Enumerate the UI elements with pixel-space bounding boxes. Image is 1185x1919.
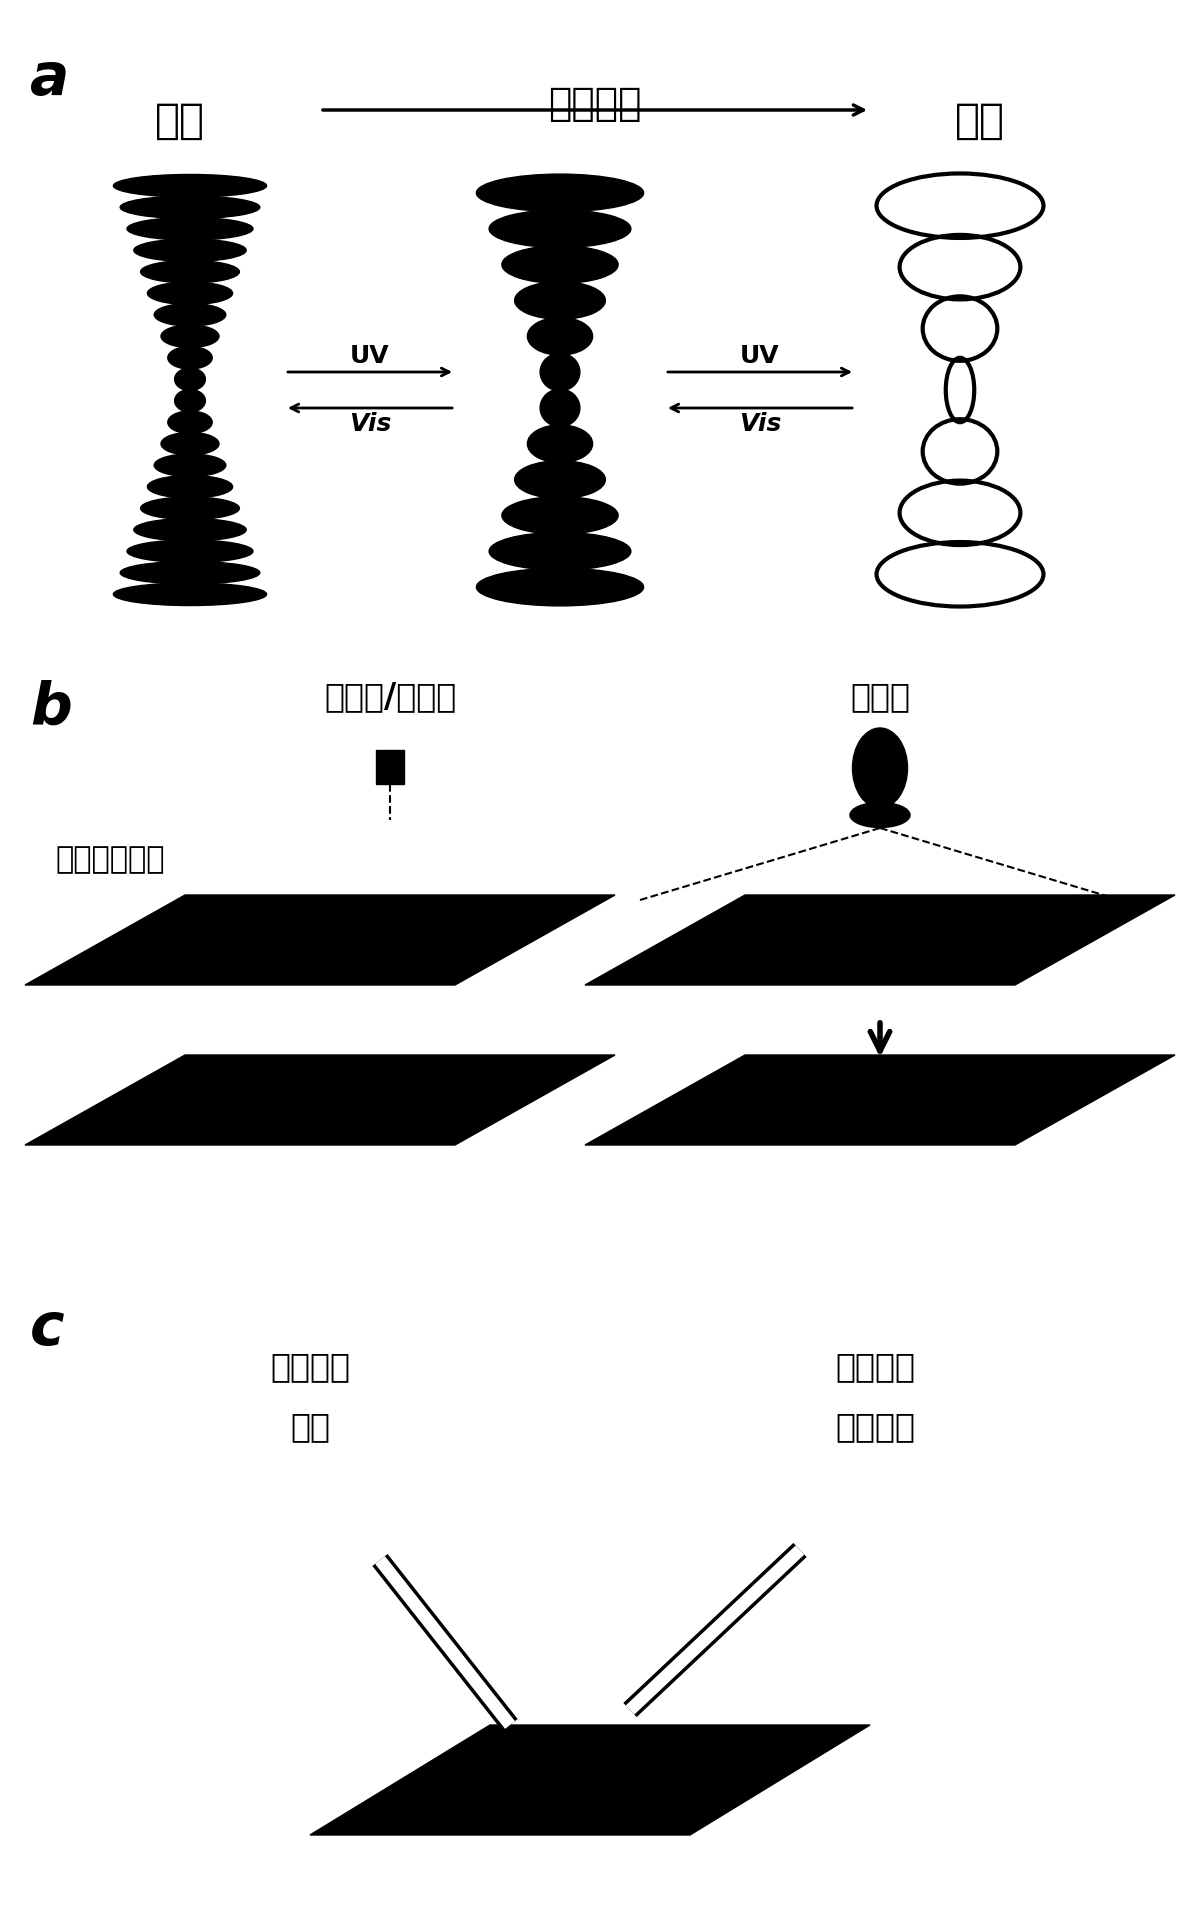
Text: 反射波段: 反射波段 <box>835 1410 915 1443</box>
Text: 输出信号: 输出信号 <box>835 1349 915 1384</box>
Ellipse shape <box>147 476 232 499</box>
Ellipse shape <box>161 432 219 455</box>
Text: 螺距增大: 螺距增大 <box>549 84 642 123</box>
Polygon shape <box>25 894 615 984</box>
Ellipse shape <box>514 461 606 499</box>
Text: 长波: 长波 <box>955 100 1005 142</box>
Ellipse shape <box>489 209 630 248</box>
Ellipse shape <box>114 583 267 606</box>
Ellipse shape <box>120 196 260 219</box>
Text: Vis: Vis <box>738 413 781 436</box>
Ellipse shape <box>540 353 579 391</box>
Ellipse shape <box>168 411 212 434</box>
Ellipse shape <box>154 455 226 476</box>
Polygon shape <box>310 1725 870 1835</box>
Text: a: a <box>30 50 70 107</box>
Ellipse shape <box>134 240 246 261</box>
Text: 光照: 光照 <box>290 1410 329 1443</box>
Ellipse shape <box>168 347 212 368</box>
Ellipse shape <box>161 324 219 347</box>
Text: UV: UV <box>741 344 780 368</box>
Ellipse shape <box>141 261 239 282</box>
Ellipse shape <box>476 568 643 606</box>
Ellipse shape <box>174 368 205 391</box>
Text: UV: UV <box>351 344 390 368</box>
Text: 紫外光/太阳光: 紫外光/太阳光 <box>324 679 456 714</box>
Ellipse shape <box>114 175 267 198</box>
Ellipse shape <box>527 317 592 355</box>
Ellipse shape <box>540 390 579 426</box>
Polygon shape <box>585 894 1176 984</box>
Text: c: c <box>30 1299 65 1357</box>
Ellipse shape <box>527 424 592 462</box>
Ellipse shape <box>127 217 254 240</box>
Ellipse shape <box>502 497 619 533</box>
Ellipse shape <box>852 727 908 808</box>
Ellipse shape <box>502 246 619 284</box>
Ellipse shape <box>134 518 246 541</box>
Text: 与背景色相同: 与背景色相同 <box>55 846 165 875</box>
Ellipse shape <box>850 802 910 827</box>
Text: 输入信号: 输入信号 <box>270 1349 350 1384</box>
Ellipse shape <box>174 390 205 413</box>
Text: b: b <box>30 679 72 737</box>
Ellipse shape <box>489 532 630 570</box>
Ellipse shape <box>514 282 606 319</box>
Ellipse shape <box>154 303 226 326</box>
Ellipse shape <box>476 175 643 211</box>
Bar <box>376 750 404 783</box>
Ellipse shape <box>127 539 254 562</box>
Ellipse shape <box>147 282 232 305</box>
Polygon shape <box>25 1055 615 1146</box>
Ellipse shape <box>120 562 260 583</box>
Ellipse shape <box>141 497 239 520</box>
Text: Vis: Vis <box>348 413 391 436</box>
Text: 短波: 短波 <box>155 100 205 142</box>
Text: 可见光: 可见光 <box>850 679 910 714</box>
Polygon shape <box>585 1055 1176 1146</box>
